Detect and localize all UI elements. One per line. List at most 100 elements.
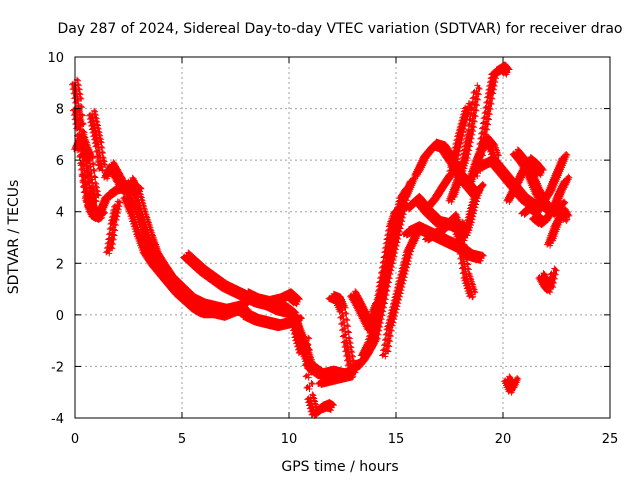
data-point [76,153,83,160]
data-point [77,160,84,167]
data-point [79,127,86,134]
data-point [93,142,100,149]
data-point [72,115,79,122]
data-point [83,198,90,205]
y-axis-label: SDTVAR / TECUs [6,180,22,295]
data-point [94,147,101,154]
data-point [81,133,88,140]
data-point [83,159,90,166]
data-point [74,81,81,88]
data-point [95,192,102,199]
data-point [76,111,83,118]
data-points [69,61,573,419]
data-point [112,202,119,209]
data-point [89,155,96,162]
data-point [85,172,92,179]
data-point [91,168,98,175]
data-point [79,165,86,172]
data-point [100,157,107,164]
data-point [81,183,88,190]
data-point [83,168,90,175]
data-point [89,160,96,167]
data-point [82,193,89,200]
chart-title: Day 287 of 2024, Sidereal Day-to-day VTE… [57,21,622,37]
data-point [92,179,99,186]
data-point [114,198,121,205]
data-point [108,214,115,221]
data-point [80,130,87,137]
data-point [96,166,103,173]
data-point [93,148,100,155]
data-point [79,121,86,128]
data-point [80,184,87,191]
data-point [92,143,99,150]
data-point [111,203,118,210]
data-point [84,174,91,181]
data-point [107,221,114,228]
data-point [80,178,87,185]
data-point [97,138,104,145]
data-point [69,81,75,88]
data-point [99,211,106,218]
data-point [104,240,111,247]
data-point [84,165,91,172]
data-point [90,195,97,202]
data-point [103,245,110,252]
data-point [93,121,100,128]
data-point [106,231,113,238]
data-point [77,116,84,123]
data-point [77,94,84,101]
data-point [90,167,97,174]
data-point [76,90,83,97]
series-track-05 [101,159,134,197]
data-point [106,226,113,233]
data-point [94,191,101,198]
data-point [78,159,85,166]
data-point [86,171,93,178]
data-point [87,177,94,184]
data-point [101,161,108,168]
data-point [91,111,98,118]
data-point [99,154,106,161]
data-point [83,192,90,199]
data-point [84,158,91,165]
data-point [103,249,110,256]
data-point [82,188,89,195]
data-point [96,131,103,138]
data-point [83,141,90,148]
data-point [73,120,80,127]
data-point [93,198,100,205]
data-point [91,107,98,114]
data-point [89,196,96,203]
data-point [78,120,85,127]
data-point [95,213,102,220]
data-point [70,112,77,119]
data-point [78,95,85,102]
x-axis-label: GPS time / hours [281,459,398,475]
data-point [108,217,115,224]
data-point [82,136,89,143]
data-point [86,178,93,185]
data-point [109,210,116,217]
data-point [85,164,92,171]
data-point [96,135,103,142]
data-point [82,138,89,145]
data-point [90,161,97,168]
data-point [92,174,99,181]
data-point [71,95,78,102]
data-point [105,236,112,243]
data-point [98,148,105,155]
data-point [91,173,98,180]
data-point [95,128,102,135]
data-point [84,197,91,204]
data-point [98,143,105,150]
data-point [79,172,86,179]
data-point [79,104,86,111]
data-point [78,173,85,180]
data-point [70,85,77,92]
series-track-03 [71,130,102,205]
data-point [73,98,80,105]
series-track-06 [103,198,124,257]
data-point [78,166,85,173]
